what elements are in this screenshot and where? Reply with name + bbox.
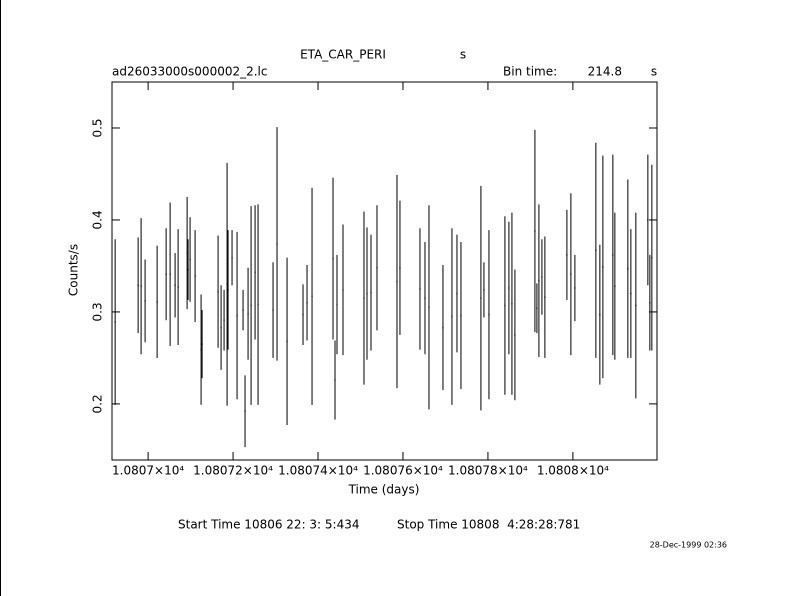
y-tick-label: 0.3 — [91, 302, 105, 321]
bin-time-unit: s — [651, 65, 657, 79]
stop-time: Stop Time 10808 4:28:28:781 — [397, 518, 580, 532]
plot-frame — [111, 81, 658, 461]
bin-time-label: Bin time: — [503, 65, 557, 79]
date-stamp: 28-Dec-1999 02:36 — [650, 541, 727, 550]
y-tick-label: 0.5 — [91, 118, 105, 137]
x-tick-label: 1.08076×10⁴ — [363, 464, 443, 478]
x-tick-label: 1.08074×10⁴ — [278, 464, 358, 478]
x-tick-label: 1.08078×10⁴ — [448, 464, 528, 478]
x-tick-label: 1.08072×10⁴ — [193, 464, 273, 478]
file-name: ad26033000s000002_2.lc — [112, 65, 268, 79]
y-tick-label: 0.4 — [91, 210, 105, 229]
x-axis-label: Time (days) — [348, 483, 420, 497]
start-time: Start Time 10806 22: 3: 5:434 — [178, 518, 360, 532]
x-tick-label: 1.0807×10⁴ — [112, 464, 184, 478]
y-tick-label: 0.2 — [91, 394, 105, 413]
title-unit: s — [460, 48, 466, 62]
bin-time: 214.8 — [588, 65, 622, 79]
chart-title: ETA_CAR_PERI — [300, 48, 386, 62]
x-tick-label: 1.0808×10⁴ — [537, 464, 609, 478]
y-axis-label: Counts/s — [67, 244, 81, 296]
